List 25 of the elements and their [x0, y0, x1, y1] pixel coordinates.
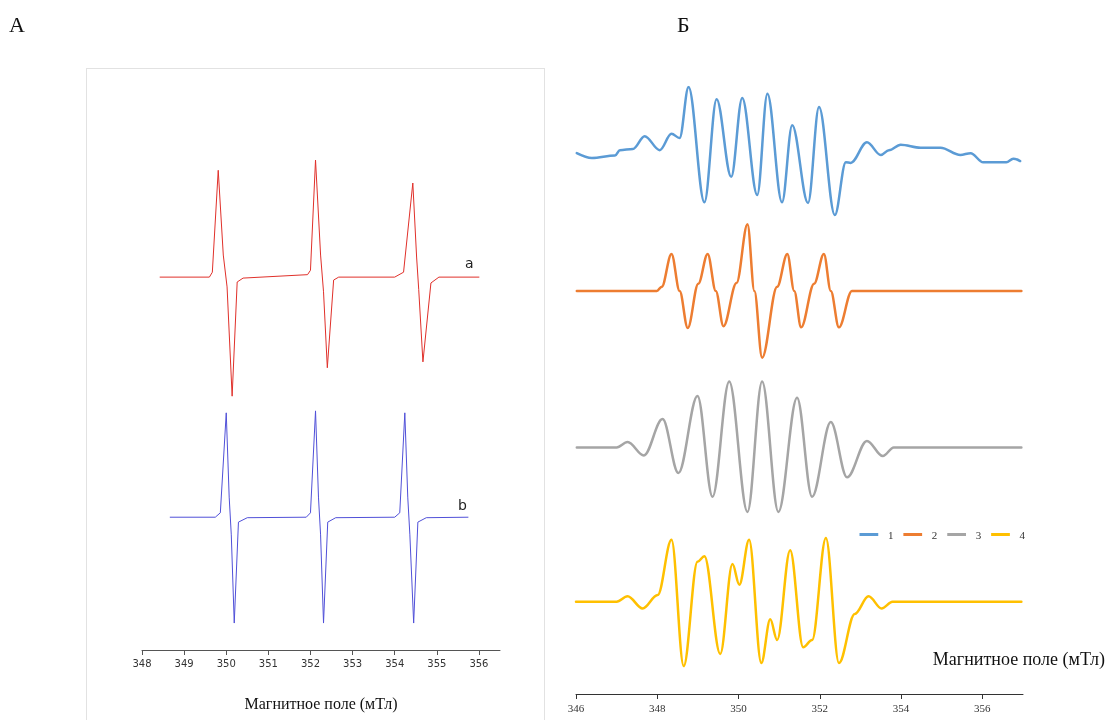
x-tick-label: 350	[216, 657, 236, 669]
legend-label: 4	[1019, 528, 1026, 541]
x-tick-label: 354	[385, 657, 405, 669]
x-tick-label: 356	[469, 657, 489, 669]
x-tick-label: 355	[427, 657, 447, 669]
x-axis-title: Магнитное поле (мТл)	[932, 649, 1105, 670]
x-tick-label: 353	[343, 657, 363, 669]
x-tick-label: 348	[132, 657, 152, 669]
chart-title: Б	[677, 11, 690, 37]
legend-label: 3	[975, 528, 982, 541]
series-label: b	[457, 497, 467, 514]
x-tick-label: 352	[300, 657, 321, 669]
x-axis-title: Магнитное поле (мТл)	[244, 694, 398, 713]
x-tick-label: 352	[811, 701, 829, 714]
series-label: a	[464, 255, 474, 272]
chart-title: А	[9, 11, 25, 37]
x-tick-label: 349	[174, 657, 194, 669]
x-tick-label: 348	[649, 701, 667, 714]
x-tick-label: 346	[567, 701, 585, 714]
x-tick-label: 356	[974, 701, 992, 714]
x-tick-label: 354	[892, 701, 910, 714]
x-tick-label: 350	[730, 701, 748, 714]
legend-label: 2	[931, 528, 938, 541]
x-tick-label: 351	[258, 657, 278, 669]
legend-label: 1	[887, 528, 894, 541]
